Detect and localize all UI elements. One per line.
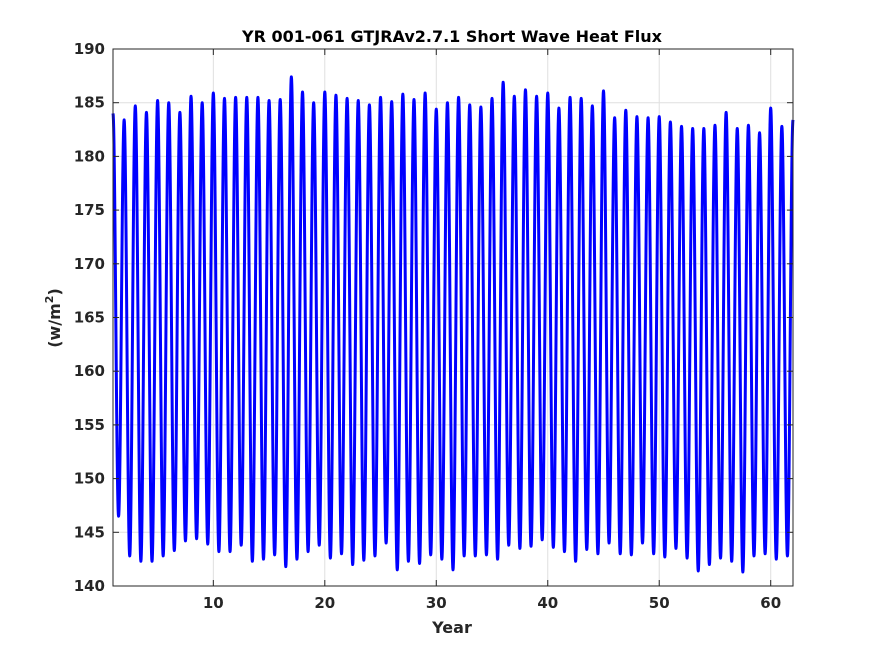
- x-tick-label: 10: [203, 594, 224, 612]
- y-tick-label: 170: [74, 255, 105, 273]
- y-tick-label: 165: [74, 309, 105, 327]
- series-line: [111, 75, 795, 574]
- y-axis-label-main: (w/m: [45, 303, 64, 348]
- x-tick-label: 20: [314, 594, 335, 612]
- chart-title: YR 001-061 GTJRAv2.7.1 Short Wave Heat F…: [241, 27, 663, 46]
- y-axis-label-close: ): [45, 288, 64, 295]
- x-axis-label: Year: [431, 618, 472, 637]
- tick-layer: 10 20 30 40 50 60 140 145 150 155 160 165 170 175 180 1…: [74, 40, 793, 612]
- x-tick-label: 60: [760, 594, 781, 612]
- y-tick-label: 140: [74, 577, 105, 595]
- y-tick-label: 190: [74, 40, 105, 58]
- y-axis-label-sup: 2: [43, 296, 56, 304]
- x-tick-label: 30: [426, 594, 447, 612]
- y-tick-label: 175: [74, 201, 105, 219]
- y-tick-label: 180: [74, 147, 105, 165]
- y-tick-label: 155: [74, 416, 105, 434]
- y-axis-label: (w/m2): [43, 288, 64, 348]
- x-tick-label: 50: [649, 594, 670, 612]
- y-tick-label: 145: [74, 523, 105, 541]
- series-layer: [111, 75, 795, 574]
- x-tick-label: 40: [537, 594, 558, 612]
- y-tick-label: 185: [74, 94, 105, 112]
- y-tick-label: 150: [74, 470, 105, 488]
- y-tick-label: 160: [74, 362, 105, 380]
